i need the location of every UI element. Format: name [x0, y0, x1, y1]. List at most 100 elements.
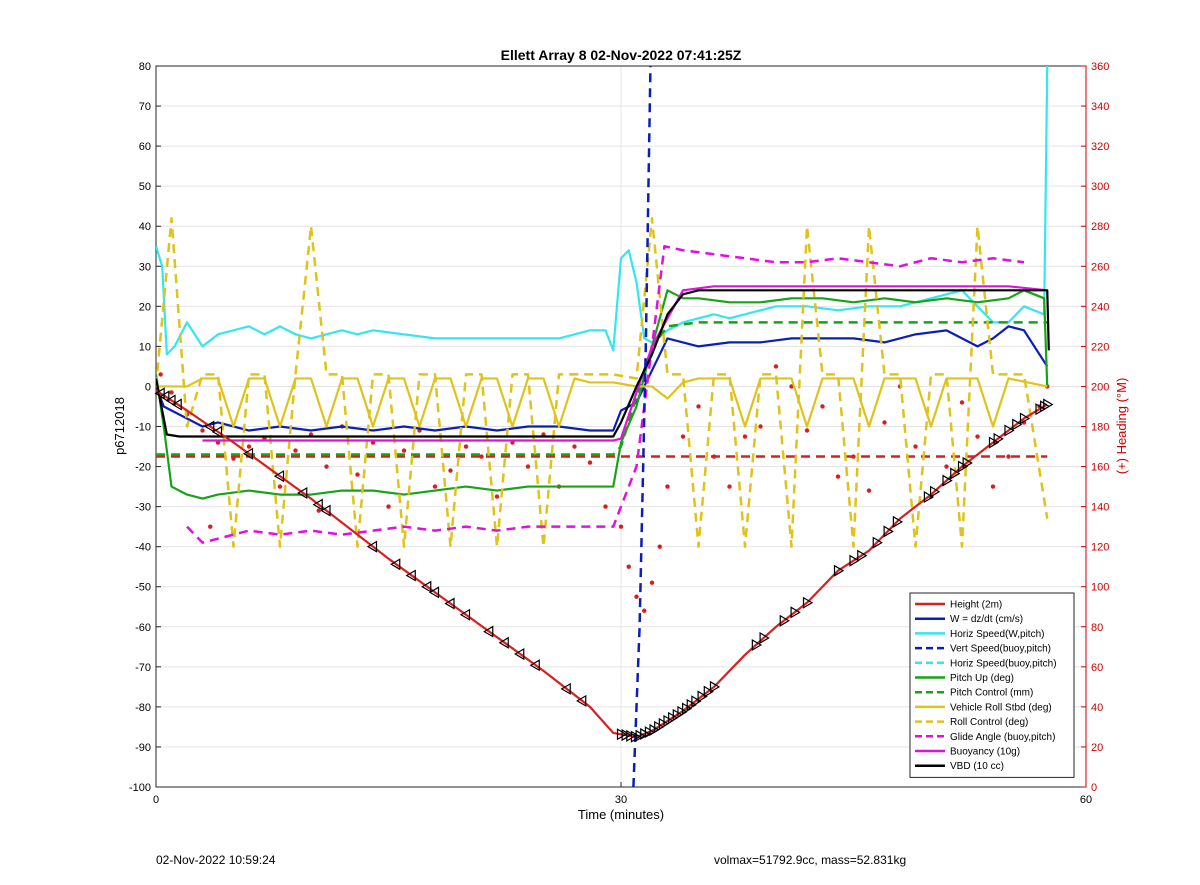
y-tick-label: -40	[135, 542, 151, 554]
y-tick-label: -30	[135, 502, 151, 514]
y2-tick-label: 20	[1091, 742, 1103, 754]
y-tick-label: 80	[139, 61, 151, 73]
height-marker	[1019, 412, 1031, 425]
x-tick-label: 60	[1080, 794, 1092, 806]
height-marker	[459, 608, 471, 621]
heading-dot	[820, 404, 825, 409]
height-marker	[929, 485, 941, 498]
heading-dot	[618, 524, 624, 529]
y-tick-label: 60	[139, 141, 151, 153]
height-marker	[833, 564, 845, 577]
height-marker	[857, 549, 868, 562]
legend-entry: Vert Speed(buoy,pitch)	[950, 644, 1051, 655]
heading-dot	[603, 504, 608, 509]
y-tick-label: -90	[135, 742, 151, 754]
height-marker	[273, 470, 285, 483]
height-marker	[759, 631, 770, 645]
legend-entry: Horiz Speed(buoy,pitch)	[950, 658, 1057, 669]
height-marker	[942, 474, 953, 487]
heading-dot	[169, 390, 174, 395]
y-tick-label: 30	[139, 261, 151, 273]
heading-dot	[913, 444, 918, 449]
height-marker	[993, 432, 1004, 445]
height-marker	[390, 558, 401, 571]
height-marker	[154, 387, 165, 400]
heading-dot	[975, 434, 980, 439]
y2-tick-label: 180	[1091, 422, 1109, 434]
heading-dot	[727, 484, 732, 489]
footer-volmax-mass: volmax=51792.9cc, mass=52.831kg	[714, 853, 907, 867]
height-marker	[483, 625, 494, 638]
y-tick-label: -70	[135, 662, 151, 674]
y2-tick-label: 40	[1091, 702, 1103, 714]
y2-tick-label: 200	[1091, 381, 1109, 393]
height-marker	[320, 504, 331, 517]
heading-dot	[990, 484, 996, 489]
height-marker	[1012, 418, 1023, 431]
height-marker	[444, 597, 455, 610]
height-marker	[560, 682, 571, 695]
chart-title: Ellett Array 8 02-Nov-2022 07:41:25Z	[501, 47, 742, 63]
legend-entry: Roll Control (deg)	[950, 717, 1028, 728]
x-tick-label: 0	[153, 794, 159, 806]
height-marker	[159, 390, 170, 403]
height-marker	[1004, 424, 1015, 437]
series-line	[156, 66, 1049, 356]
y2-tick-label: 280	[1091, 221, 1109, 233]
heading-dot	[882, 420, 887, 425]
height-marker	[703, 685, 714, 698]
heading-dot	[696, 404, 701, 409]
height-marker	[1043, 398, 1054, 411]
y-tick-label: 50	[139, 181, 151, 193]
series-line	[156, 289, 1050, 438]
axis-ticks: -100-90-80-70-60-50-40-30-20-10010203040…	[129, 61, 1109, 806]
y2-axis-label: (+) Heading (°M)	[1114, 378, 1129, 475]
height-marker	[366, 540, 378, 553]
heading-dot	[959, 400, 965, 405]
legend: Height (2m) W = dz/dt (cm/s) Horiz Speed(W…	[909, 592, 1075, 778]
height-marker	[498, 636, 509, 649]
heading-dot	[1006, 454, 1011, 459]
heading-dot	[401, 448, 407, 453]
height-marker	[242, 447, 254, 460]
series-line	[156, 321, 1048, 456]
heading-dot	[293, 448, 298, 453]
heading-dot	[835, 474, 841, 479]
heading-dot	[742, 434, 748, 439]
heading-dot	[680, 434, 686, 439]
y2-tick-label: 220	[1091, 341, 1109, 353]
heading-dot	[246, 444, 252, 449]
y2-tick-label: 0	[1091, 782, 1097, 794]
height-marker	[892, 515, 904, 528]
y2-tick-label: 340	[1091, 101, 1109, 113]
height-marker	[849, 554, 860, 567]
height-marker	[204, 420, 215, 433]
heading-dot	[324, 464, 329, 469]
heading-dot	[587, 460, 593, 465]
heading-dot	[657, 544, 662, 549]
y2-tick-label: 100	[1091, 582, 1109, 594]
height-marker	[211, 425, 223, 438]
heading-dot	[479, 454, 484, 459]
y2-tick-label: 140	[1091, 502, 1109, 514]
y2-tick-label: 160	[1091, 462, 1109, 474]
series-line	[156, 216, 1049, 548]
heading-dot	[711, 454, 717, 459]
height-marker	[691, 695, 702, 708]
heading-dot	[448, 468, 453, 473]
heading-dot	[758, 424, 763, 429]
heading-dot	[355, 472, 360, 477]
height-marker	[405, 569, 416, 582]
legend-box	[909, 592, 1075, 778]
height-marker	[428, 586, 440, 599]
series-line	[156, 377, 1048, 428]
heading-dot	[773, 364, 779, 369]
height-marker	[576, 694, 587, 707]
series-line	[186, 245, 1025, 544]
legend-entry: Pitch Control (mm)	[950, 688, 1033, 699]
heading-dot	[665, 484, 670, 489]
y2-tick-label: 60	[1091, 662, 1103, 674]
x-axis-label: Time (minutes)	[578, 807, 664, 822]
y2-tick-label: 240	[1091, 301, 1109, 313]
legend-entry: Pitch Up (deg)	[950, 673, 1014, 684]
